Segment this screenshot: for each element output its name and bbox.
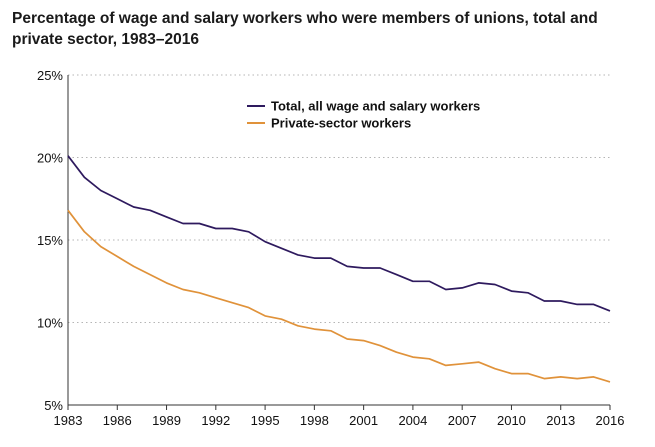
legend-label: Private-sector workers [271, 116, 411, 131]
x-tick-label: 1989 [152, 413, 181, 428]
x-tick-label: 1992 [201, 413, 230, 428]
x-tick-label: 1998 [300, 413, 329, 428]
x-tick-label: 2004 [398, 413, 427, 428]
x-tick-label: 1986 [103, 413, 132, 428]
x-tick-label: 2016 [596, 413, 625, 428]
y-tick-label: 5% [44, 398, 63, 413]
x-tick-label: 1983 [54, 413, 83, 428]
x-tick-label: 1995 [251, 413, 280, 428]
x-tick-label: 2007 [448, 413, 477, 428]
series-line-total [67, 155, 611, 312]
y-tick-label: 20% [37, 151, 63, 166]
x-tick-label: 2013 [546, 413, 575, 428]
series-line-private-sector [67, 209, 611, 383]
y-tick-label: 10% [37, 316, 63, 331]
legend-label: Total, all wage and salary workers [271, 99, 480, 114]
gridlines [68, 74, 610, 323]
y-tick-label: 15% [37, 233, 63, 248]
x-tick-label: 2001 [349, 413, 378, 428]
legend: Total, all wage and salary workers Privat… [247, 99, 480, 131]
axes: 5% 10% 15% 20% 25% 1983 1986 1989 1992 1995 1998 20… [37, 68, 624, 428]
y-tick-label: 25% [37, 68, 63, 83]
chart-title: Percentage of wage and salary workers wh… [12, 10, 598, 48]
x-tick-label: 2010 [497, 413, 526, 428]
series-lines [67, 155, 611, 383]
